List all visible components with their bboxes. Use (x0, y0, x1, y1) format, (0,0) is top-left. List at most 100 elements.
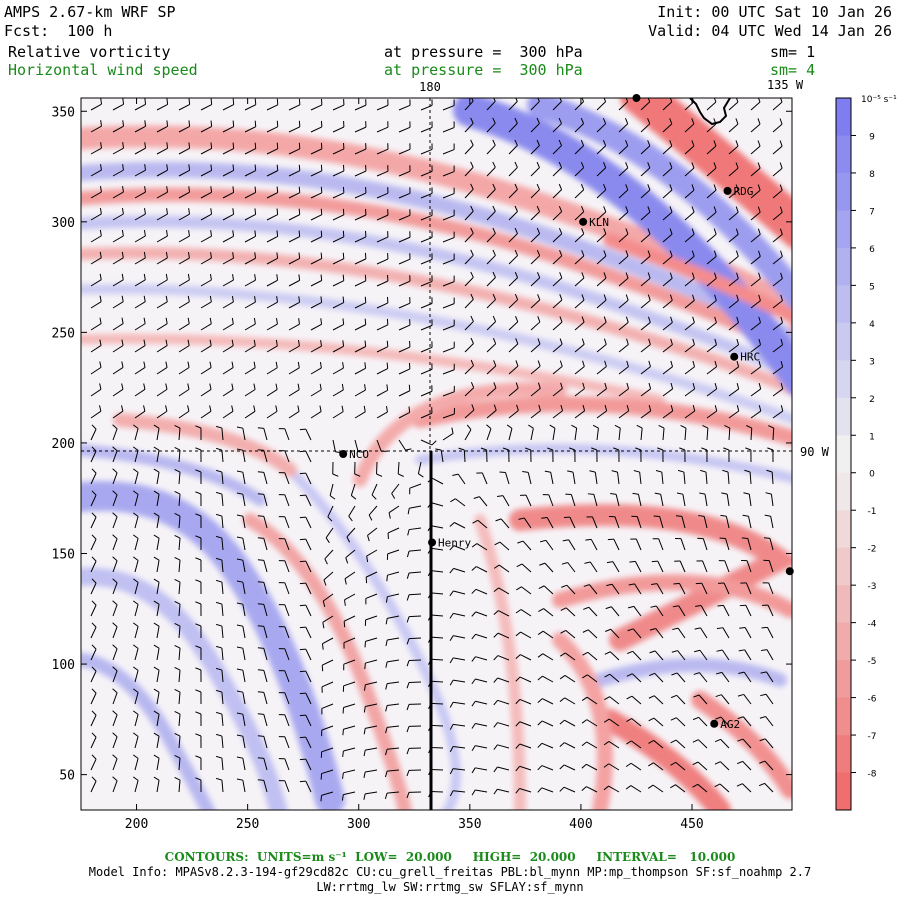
wind-barb (442, 127, 455, 133)
wind-barb-flag (195, 755, 202, 759)
wind-barb (178, 538, 181, 551)
wind-barb (596, 145, 607, 155)
wind-barb-flag (537, 316, 541, 323)
wind-barb-flag (91, 622, 97, 628)
field1-name: Relative vorticity (8, 43, 171, 61)
wind-barb-flag (471, 745, 476, 751)
wind-barb (263, 450, 268, 463)
wind-barb (222, 126, 234, 133)
wind-barb-flag (693, 694, 700, 698)
wind-barb-flag (669, 250, 673, 257)
wind-barb-flag (91, 688, 97, 694)
wind-barb (442, 347, 455, 353)
wind-barb-flag (418, 473, 424, 478)
wind-barb (706, 427, 709, 441)
wind-barb (720, 739, 730, 749)
wind-barb (475, 745, 488, 749)
wind-barb-flag (297, 339, 300, 347)
wind-barb-flag (174, 512, 181, 517)
wind-barb-flag (524, 447, 531, 451)
wind-barb (327, 505, 334, 518)
wind-barb-flag (538, 404, 541, 411)
wind-barb (706, 167, 717, 177)
wind-barb (768, 582, 774, 595)
wind-barb (90, 279, 102, 287)
wind-barb (750, 278, 761, 287)
wind-barb-flag (675, 515, 682, 517)
wind-barb (322, 593, 334, 602)
wind-barb-flag (174, 622, 181, 627)
wind-barb (90, 235, 102, 243)
wind-barb (222, 148, 234, 155)
wind-barb (567, 562, 576, 573)
wind-barb (684, 189, 695, 199)
wind-barb (500, 518, 510, 529)
wind-barb-flag (99, 229, 102, 236)
wind-barb (486, 211, 496, 221)
wind-barb (680, 538, 686, 551)
wind-barb-flag (536, 117, 540, 124)
wind-barb-flag (691, 162, 695, 169)
wind-barb (244, 323, 256, 331)
wind-barb (508, 145, 518, 155)
wind-barb (658, 538, 664, 551)
wind-barb-flag (471, 789, 476, 796)
wind-barb-flag (537, 698, 543, 703)
wind-barb (684, 388, 695, 397)
wind-barb-flag (132, 666, 139, 671)
wind-barb-flag (153, 446, 160, 451)
colorbar-segment (836, 247, 851, 286)
wind-barb (263, 582, 268, 595)
wind-barb (90, 780, 97, 793)
wind-barb (464, 343, 474, 353)
wind-barb-flag (165, 405, 168, 412)
wind-barb (574, 255, 585, 265)
wind-barb (596, 366, 607, 375)
wind-barb-flag (741, 537, 748, 539)
wind-barb-flag (451, 427, 454, 434)
wind-barb (178, 213, 190, 221)
wind-barb (750, 366, 761, 375)
wind-barb (398, 104, 411, 111)
wind-barb (453, 746, 466, 749)
wind-barb-flag (714, 738, 721, 743)
wind-barb (178, 604, 181, 617)
wind-barb (722, 627, 730, 639)
wind-barb (706, 344, 717, 353)
wind-barb-flag (724, 425, 731, 429)
colorbar-segment (836, 472, 851, 511)
wind-barb-flag (449, 545, 455, 551)
wind-barb-flag (742, 514, 749, 517)
wind-barb (632, 650, 642, 661)
wind-barb (508, 277, 518, 287)
wind-barb (354, 411, 366, 419)
wind-barb-flag (407, 529, 410, 536)
wind-barb (266, 367, 278, 375)
contour-info: CONTOURS: UNITS=m s⁻¹ LOW= 20.000 HIGH= … (164, 850, 736, 864)
wind-barb (346, 527, 356, 538)
wind-barb-flag (669, 206, 673, 213)
wind-barb-flag (757, 140, 761, 147)
wind-barb (617, 472, 620, 485)
wind-barb (244, 235, 256, 243)
wind-barb-flag (649, 650, 656, 654)
wind-barb-flag (257, 471, 264, 473)
wind-barb-flag (112, 710, 118, 716)
wind-barb (408, 593, 422, 596)
wind-barb (200, 147, 212, 155)
wind-barb (430, 746, 444, 749)
wind-barb-flag (514, 293, 519, 300)
wind-barb (156, 714, 160, 727)
wind-barb (479, 496, 488, 507)
wind-barb (244, 410, 256, 419)
wind-barb (542, 630, 554, 639)
wind-barb (310, 104, 323, 111)
wind-barb (90, 388, 102, 397)
wind-barb (464, 122, 474, 133)
wind-barb (134, 103, 146, 111)
wind-barb (305, 604, 312, 617)
wind-barb-flag (714, 761, 721, 765)
wind-barb-flag (713, 228, 717, 235)
wind-barb-flag (384, 771, 388, 778)
